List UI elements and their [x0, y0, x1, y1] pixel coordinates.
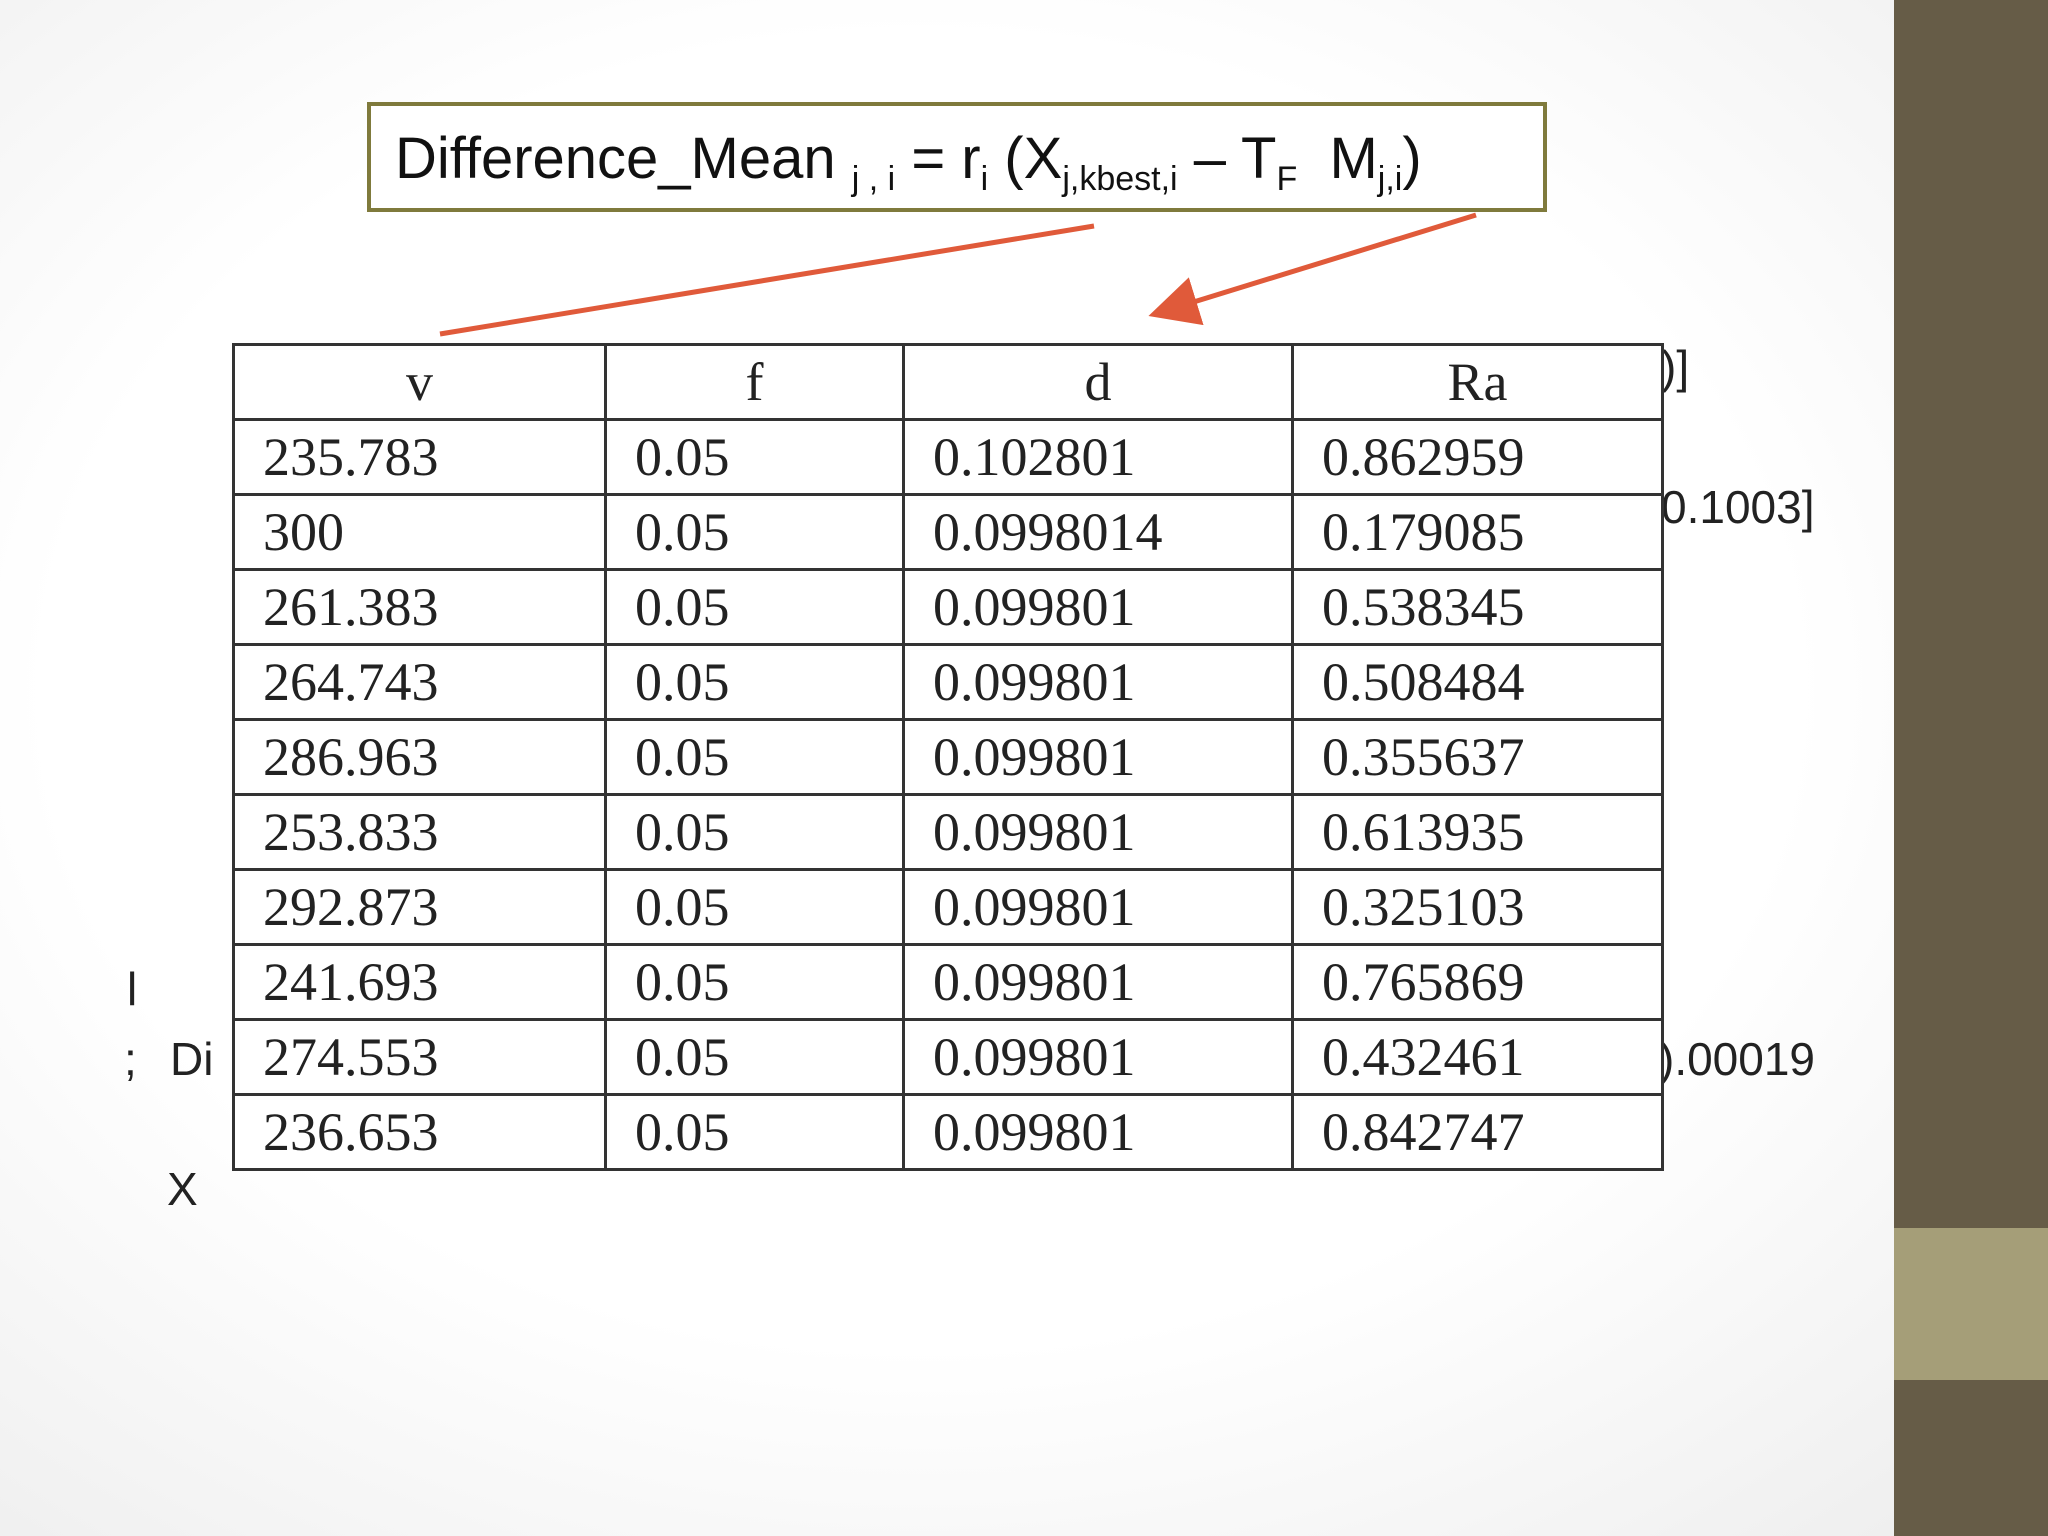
table-cell: 0.862959 — [1291, 418, 1664, 496]
table-cell: 286.963 — [232, 718, 607, 796]
table-cell: 0.538345 — [1291, 568, 1664, 646]
table-cell: 236.653 — [232, 1093, 607, 1171]
table-cell: 274.553 — [232, 1018, 607, 1096]
text-fragment: )] — [1661, 341, 1690, 393]
formula-box: Difference_Mean j , i = ri (Xj,kbest,i –… — [367, 102, 1547, 212]
header-row: v f d Ra — [232, 343, 1664, 421]
table-cell: 0.842747 — [1291, 1093, 1664, 1171]
table-row: 236.653 0.05 0.099801 0.842747 — [232, 1093, 1664, 1171]
table-cell: 0.355637 — [1291, 718, 1664, 796]
table-row: 261.383 0.05 0.099801 0.538345 — [232, 568, 1664, 646]
table-row: 274.553 0.05 0.099801 0.432461 — [232, 1018, 1664, 1096]
sidebar-band — [1894, 1228, 2048, 1380]
table-cell: 0.05 — [604, 1093, 905, 1171]
table-cell: 0.05 — [604, 868, 905, 946]
table-cell: 0.05 — [604, 418, 905, 496]
text-fragment: Di — [170, 1033, 214, 1085]
table-cell: 0.508484 — [1291, 643, 1664, 721]
table-cell: 0.05 — [604, 643, 905, 721]
text-fragment: ; — [124, 1033, 137, 1085]
table-cell: 0.05 — [604, 1018, 905, 1096]
table-cell: 300 — [232, 493, 607, 571]
text-fragment: X — [167, 1163, 198, 1215]
table-row: 264.743 0.05 0.099801 0.508484 — [232, 643, 1664, 721]
header-cell: f — [604, 343, 905, 421]
table-cell: 0.613935 — [1291, 793, 1664, 871]
table-cell: 0.099801 — [902, 943, 1294, 1021]
data-table: v f d Ra 235.783 0.05 0.102801 0.862959 300 0.05 0… — [232, 343, 1664, 1171]
formula-subscript: i — [980, 160, 989, 198]
arrow — [1148, 212, 1477, 326]
table-cell: 0.102801 — [902, 418, 1294, 496]
table-row: 286.963 0.05 0.099801 0.355637 — [232, 718, 1664, 796]
formula-text: Difference_Mean — [395, 126, 852, 191]
table-cell: 0.05 — [604, 568, 905, 646]
formula-text: M — [1297, 126, 1378, 191]
table-cell: 0.325103 — [1291, 868, 1664, 946]
table-cell: 0.05 — [604, 493, 905, 571]
header-cell: Ra — [1291, 343, 1664, 421]
table-cell: 0.099801 — [902, 1018, 1294, 1096]
formula-text: – T — [1177, 126, 1277, 191]
table-cell: 0.099801 — [902, 718, 1294, 796]
table-cell: 0.099801 — [902, 793, 1294, 871]
table-cell: 0.0998014 — [902, 493, 1294, 571]
formula-text: ) — [1402, 126, 1422, 191]
table-cell: 241.693 — [232, 943, 607, 1021]
table-cell: 0.05 — [604, 793, 905, 871]
text-fragment: l — [127, 963, 138, 1015]
text-fragment: 0.1003] — [1661, 481, 1815, 533]
text-fragment: ).00019 — [1659, 1033, 1816, 1085]
table-cell: 253.833 — [232, 793, 607, 871]
formula-subscript: j,i — [1377, 160, 1403, 198]
header-cell: d — [902, 343, 1294, 421]
formula-subscript: j , i — [851, 160, 896, 198]
table-row: 292.873 0.05 0.099801 0.325103 — [232, 868, 1664, 946]
table-cell: 0.099801 — [902, 568, 1294, 646]
formula-subscript: F — [1276, 160, 1298, 198]
table-cell: 292.873 — [232, 868, 607, 946]
table-cell: 0.179085 — [1291, 493, 1664, 571]
table-cell: 235.783 — [232, 418, 607, 496]
table-row: 241.693 0.05 0.099801 0.765869 — [232, 943, 1664, 1021]
table-row: 235.783 0.05 0.102801 0.862959 — [232, 418, 1664, 496]
arrow — [439, 223, 1095, 337]
formula-text: (X — [988, 126, 1063, 191]
table-cell: 261.383 — [232, 568, 607, 646]
table-cell: 264.743 — [232, 643, 607, 721]
table-row: 300 0.05 0.0998014 0.179085 — [232, 493, 1664, 571]
table-cell: 0.099801 — [902, 643, 1294, 721]
table-cell: 0.765869 — [1291, 943, 1664, 1021]
formula-text: = r — [895, 126, 981, 191]
formula-subscript: j,kbest,i — [1062, 160, 1178, 198]
header-cell: v — [232, 343, 607, 421]
table-row: 253.833 0.05 0.099801 0.613935 — [232, 793, 1664, 871]
table-cell: 0.099801 — [902, 868, 1294, 946]
table-cell: 0.432461 — [1291, 1018, 1664, 1096]
table-cell: 0.05 — [604, 943, 905, 1021]
table-cell: 0.05 — [604, 718, 905, 796]
table-cell: 0.099801 — [902, 1093, 1294, 1171]
